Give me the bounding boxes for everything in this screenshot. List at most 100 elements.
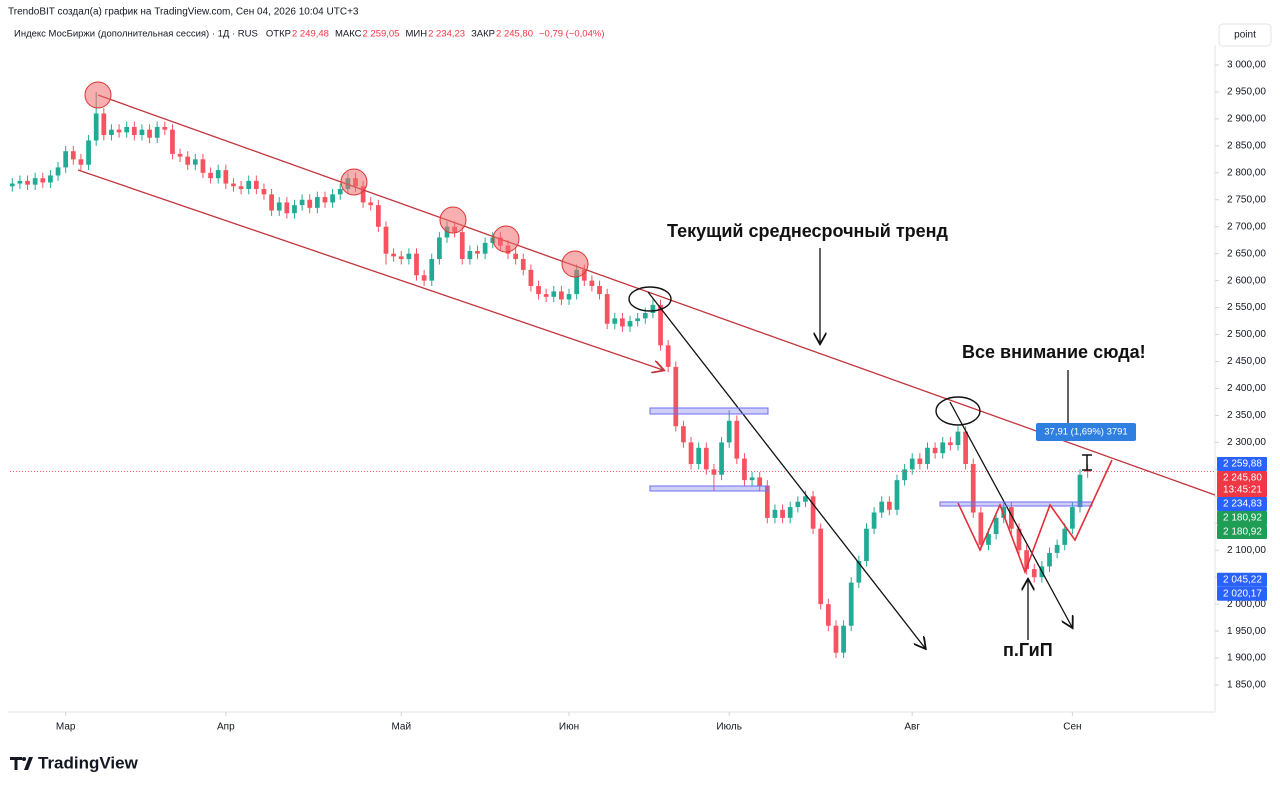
candle-body bbox=[154, 126, 160, 138]
candle-body bbox=[581, 269, 587, 281]
candle-body bbox=[398, 256, 404, 260]
countdown: 13:45:21 bbox=[1223, 485, 1262, 496]
price-tag bbox=[1217, 497, 1267, 512]
candle-body bbox=[688, 442, 694, 464]
candle-body bbox=[32, 178, 38, 185]
measure-box bbox=[1036, 423, 1136, 441]
price-tag-label: 2 245,80 bbox=[1223, 473, 1262, 484]
candle-body bbox=[772, 509, 778, 518]
candle-body bbox=[70, 151, 76, 160]
candle-body bbox=[1047, 552, 1052, 567]
candle-body bbox=[1009, 507, 1014, 529]
y-tick-label: 2 850,00 bbox=[1227, 140, 1266, 151]
x-tick-label: Авг bbox=[904, 722, 920, 733]
candle-body bbox=[192, 159, 198, 165]
price-tag-label: 2 259,88 bbox=[1223, 459, 1262, 470]
logo-dot bbox=[22, 757, 26, 761]
candle-body bbox=[391, 253, 396, 257]
info-text: ОТКР bbox=[266, 29, 291, 40]
candle-body bbox=[764, 485, 770, 518]
drawings bbox=[77, 81, 1216, 648]
info-text: МАКС bbox=[335, 29, 362, 40]
candle-body bbox=[406, 253, 412, 260]
candle-body bbox=[93, 113, 99, 141]
candle-body bbox=[612, 318, 618, 324]
y-tick-label: 1 850,00 bbox=[1227, 680, 1266, 691]
y-tick-label: 2 500,00 bbox=[1227, 329, 1266, 340]
candle-body bbox=[86, 140, 91, 165]
candle-body bbox=[1016, 528, 1022, 551]
candle-body bbox=[955, 431, 961, 446]
candle-body bbox=[253, 180, 259, 189]
candle-body bbox=[48, 175, 53, 183]
channel-top bbox=[97, 94, 1216, 496]
y-tick-label: 2 400,00 bbox=[1227, 383, 1266, 394]
y-tick-label: 2 300,00 bbox=[1227, 437, 1266, 448]
point-button-label[interactable]: point bbox=[1234, 30, 1256, 41]
candle-body bbox=[986, 534, 991, 545]
candle-body bbox=[162, 126, 168, 130]
price-tag bbox=[1217, 525, 1267, 540]
candle-body bbox=[78, 159, 84, 165]
point-button[interactable] bbox=[1218, 23, 1272, 47]
level-box bbox=[649, 485, 769, 492]
brand-logo bbox=[10, 757, 33, 770]
ellipse bbox=[628, 286, 672, 312]
candle-body bbox=[459, 232, 465, 260]
x-tick-label: Июль bbox=[716, 722, 742, 733]
measure-bar bbox=[1082, 454, 1092, 471]
y-tick-label: 2 950,00 bbox=[1227, 87, 1266, 98]
candle-body bbox=[703, 447, 709, 470]
y-tick-label: 1 950,00 bbox=[1227, 626, 1266, 637]
attribution: TrendoBIT создал(а) график на TradingVie… bbox=[8, 6, 359, 18]
info-text: 2 245,80 bbox=[496, 29, 533, 40]
candle-body bbox=[208, 172, 213, 179]
candle-body bbox=[25, 180, 30, 185]
y-tick-label: 2 100,00 bbox=[1227, 545, 1266, 556]
channel-bottom bbox=[77, 169, 663, 370]
info-text: 2 259,05 bbox=[362, 29, 399, 40]
touch-circle bbox=[561, 250, 589, 278]
candle-body bbox=[101, 113, 107, 136]
candle-body bbox=[261, 188, 267, 195]
candle-body bbox=[848, 582, 854, 626]
x-tick-label: Июн bbox=[559, 722, 579, 733]
down-arrow bbox=[647, 291, 925, 648]
candle-body bbox=[696, 447, 702, 464]
candle-body bbox=[574, 269, 580, 295]
y-tick-label: 3 000,00 bbox=[1227, 60, 1266, 71]
candle-body bbox=[711, 469, 717, 475]
candle-body bbox=[421, 275, 427, 281]
y-tick-label: 2 800,00 bbox=[1227, 167, 1266, 178]
candle-body bbox=[757, 477, 763, 486]
candle-body bbox=[825, 604, 831, 626]
candle-body bbox=[970, 463, 976, 513]
measure-label: 37,91 (1,69%) 3791 bbox=[1044, 427, 1127, 438]
touch-circle bbox=[492, 225, 520, 253]
candle-body bbox=[917, 458, 923, 464]
candle-body bbox=[337, 188, 343, 195]
candle-body bbox=[932, 447, 938, 454]
candle-body bbox=[1031, 569, 1037, 578]
info-text: 2 249,48 bbox=[292, 29, 329, 40]
y-tick-label: 2 900,00 bbox=[1227, 114, 1266, 125]
candle-body bbox=[368, 202, 374, 206]
price-tag bbox=[1217, 457, 1267, 472]
price-tag-label: 2 045,22 bbox=[1223, 574, 1262, 585]
candle-body bbox=[658, 304, 663, 346]
candle-body bbox=[947, 442, 953, 446]
symbol-info: Индекс МосБиржи (дополнительная сессия) … bbox=[14, 29, 605, 40]
candle-body bbox=[185, 156, 191, 165]
candle-body bbox=[650, 304, 656, 313]
level-box bbox=[939, 501, 1093, 507]
candle-body bbox=[429, 259, 435, 281]
candle-body bbox=[475, 250, 480, 254]
y-tick-label: 2 700,00 bbox=[1227, 221, 1266, 232]
candle-body bbox=[894, 480, 900, 510]
candle-body bbox=[330, 194, 335, 203]
level-box bbox=[649, 407, 769, 415]
y-tick-label: 2 450,00 bbox=[1227, 356, 1266, 367]
candle-body bbox=[1070, 507, 1075, 529]
candle-body bbox=[467, 250, 473, 260]
